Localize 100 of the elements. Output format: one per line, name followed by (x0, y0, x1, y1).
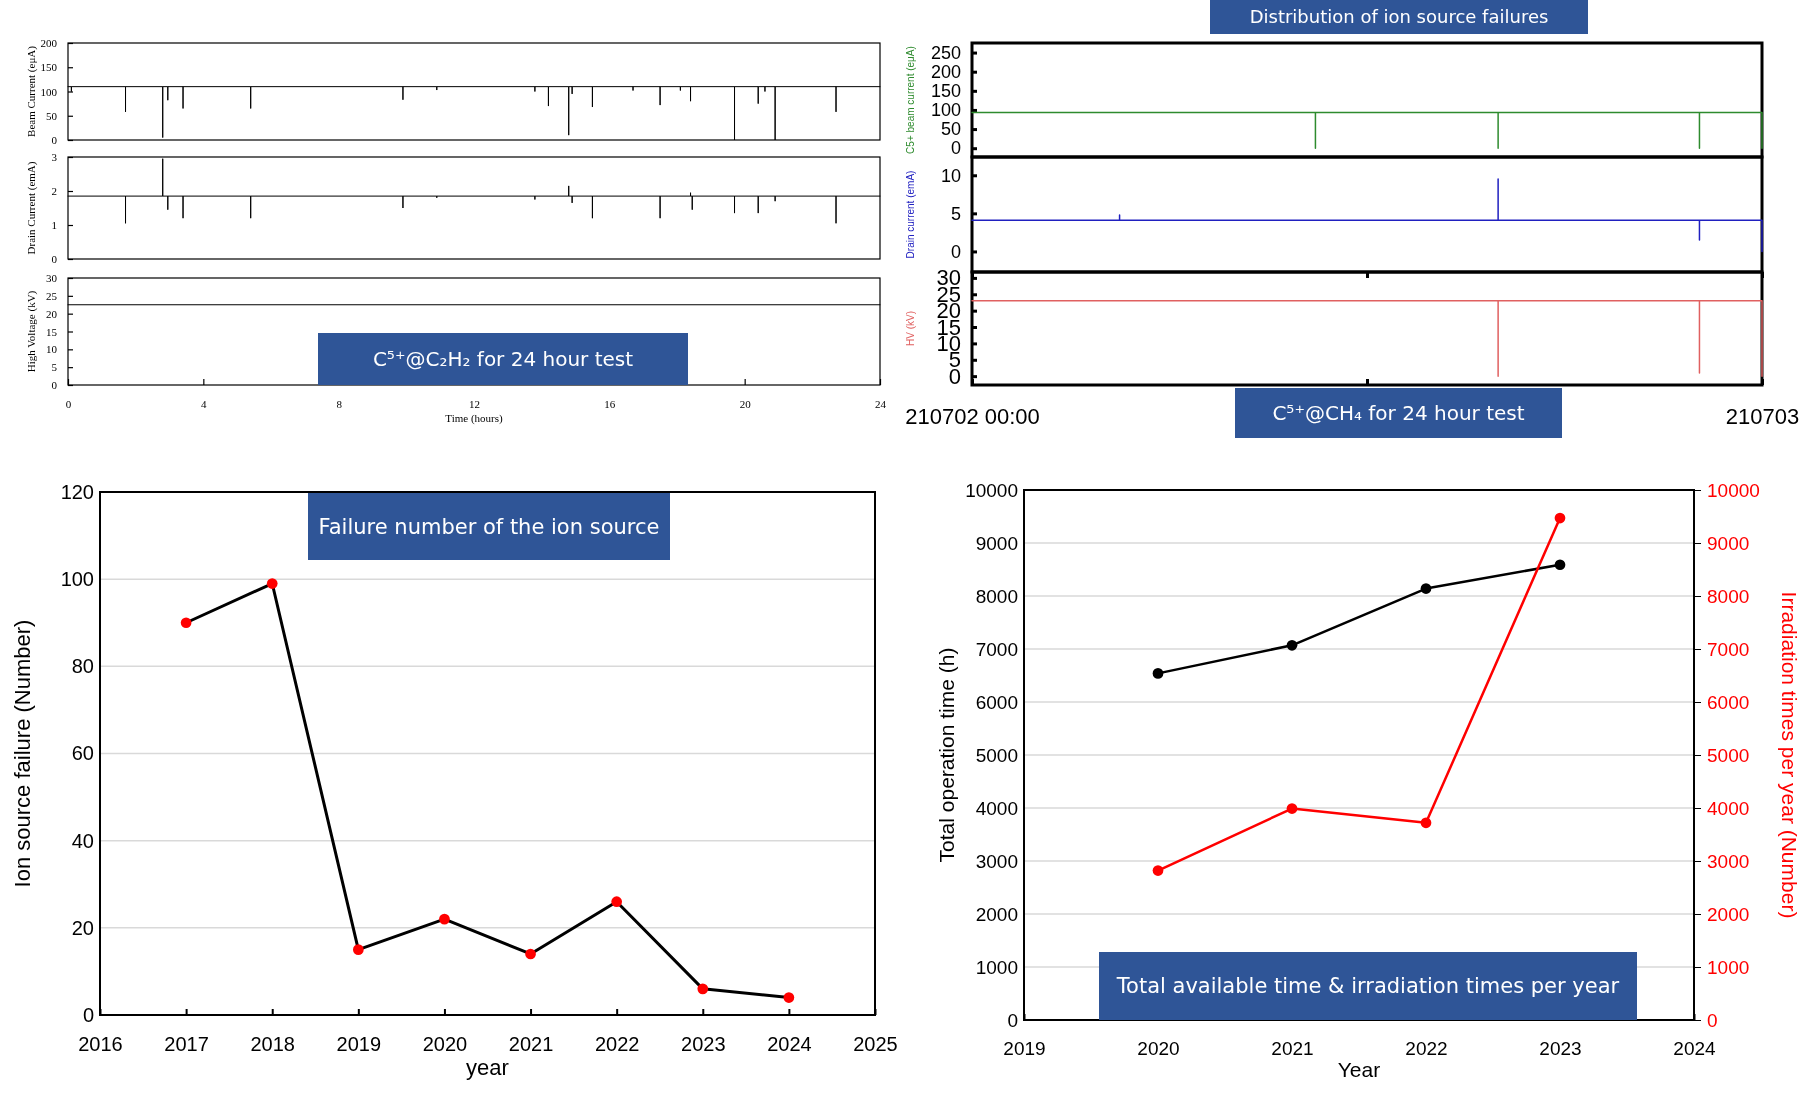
point (1420, 817, 1432, 829)
y-tick-label: 250 (930, 42, 961, 63)
y-axis-title: Drain Current (emA) (25, 161, 38, 255)
y-tick-label: 40 (71, 829, 94, 852)
annotation: C⁵⁺@C₂H₂ for 24 hour test (372, 347, 634, 371)
text: C⁵⁺@CH₄ for 24 hour test (1272, 401, 1525, 425)
point (352, 944, 364, 955)
x-axis-title: year (466, 1055, 509, 1080)
x-tick-label: 2016 (78, 1033, 123, 1055)
y2-tick-label: 5000 (1707, 744, 1750, 766)
y-tick-label: 0 (950, 241, 961, 262)
x-tick-label: 20 (739, 397, 752, 410)
y2-axis-title: Irradiation times per year (Number) (1778, 591, 1801, 919)
y-tick-label: 150 (930, 81, 961, 102)
x-tick-label: 2021 (1271, 1037, 1314, 1059)
y-tick-label: 15 (46, 325, 58, 338)
point (783, 992, 795, 1003)
y-tick-label: 0 (51, 253, 58, 266)
y-tick-label: 7000 (975, 638, 1018, 660)
y-tick-label: 1 (51, 219, 57, 232)
y-axis-title: Ion source failure (Number) (10, 619, 35, 888)
y-tick-label: 4000 (975, 797, 1018, 819)
y-tick-label: 5 (950, 203, 961, 224)
point (180, 617, 192, 629)
x-tick-label: 2020 (422, 1033, 468, 1055)
point (1152, 865, 1164, 876)
point (697, 983, 709, 995)
y2-tick-label: 4000 (1707, 797, 1750, 819)
y-axis-title: Beam Current (eμA) (25, 45, 38, 137)
point (1420, 583, 1432, 594)
x-tick-label: 2024 (1673, 1037, 1717, 1059)
x-tick-label: 2021 (508, 1033, 554, 1055)
y-tick-label: 0 (51, 134, 58, 147)
y2-tick-label: 6000 (1707, 691, 1750, 713)
point (1554, 512, 1566, 524)
y-tick-label: 200 (930, 61, 961, 82)
y-tick-label: 3 (51, 151, 58, 164)
y-tick-label: 100 (40, 85, 58, 98)
x-tick-label: 4 (201, 397, 208, 410)
point (1554, 559, 1566, 571)
y-axis-title: HV (kV) (905, 311, 916, 346)
y-tick-label: 3000 (975, 850, 1018, 872)
y2-tick-label: 10000 (1707, 479, 1760, 501)
y2-tick-label: 3000 (1707, 850, 1750, 872)
x-tick-label: 2020 (1137, 1037, 1180, 1059)
point (1286, 803, 1298, 814)
y2-tick-label: 9000 (1707, 532, 1750, 554)
chart-title: Distribution of ion source failures (1249, 6, 1549, 28)
y-tick-label: 0 (82, 1003, 94, 1026)
y-tick-label: 100 (60, 568, 94, 591)
y-tick-label: 100 (930, 100, 961, 121)
y-tick-label: 10 (46, 343, 58, 356)
y-tick-label: 0 (51, 379, 58, 392)
x-tick-label: 2019 (1003, 1037, 1046, 1059)
y-axis-title: C5+ beam current (eμA) (905, 46, 916, 154)
text: Failure number of the ion source (318, 514, 660, 539)
y-tick-label: 80 (71, 655, 94, 678)
y-axis-title: Total operation time (h) (935, 647, 958, 863)
y-tick-label: 5000 (975, 744, 1018, 766)
y-tick-label: 2 (51, 185, 57, 198)
y-tick-label: 150 (40, 61, 58, 74)
y2-tick-label: 8000 (1707, 585, 1750, 607)
point (1152, 668, 1164, 679)
y2-tick-label: 7000 (1707, 638, 1750, 660)
y-axis-title: High Voltage (kV) (25, 290, 38, 373)
x-tick-label: 2022 (594, 1033, 640, 1055)
point (266, 578, 278, 589)
y-tick-label: 20 (46, 307, 58, 320)
line-series (971, 178, 1763, 253)
y-tick-label: 8000 (975, 585, 1018, 607)
y-tick-label: 30 (46, 272, 58, 285)
y-tick-label: 200 (40, 37, 58, 50)
x-tick-label: 2024 (767, 1033, 812, 1055)
y-tick-label: 5 (51, 361, 58, 374)
x-tick-label: 24 (875, 397, 887, 410)
x-tick-label: 2023 (1539, 1037, 1582, 1059)
x-tick-label: 16 (604, 397, 616, 410)
y2-tick-label: 2000 (1707, 903, 1750, 925)
y-tick-label: 10000 (965, 479, 1018, 501)
x-tick-label: 2017 (164, 1033, 209, 1055)
x-tick-label: 2022 (1405, 1037, 1448, 1059)
point (1286, 639, 1298, 651)
x-tick-label: 2025 (853, 1033, 898, 1055)
y2-tick-label: 1000 (1707, 956, 1750, 978)
y-tick-label: 0 (1007, 1009, 1018, 1031)
x-tick-label: 12 (469, 397, 480, 410)
y-tick-label: 50 (46, 109, 58, 122)
x-tick-label: 2023 (681, 1033, 726, 1055)
y-tick-label: 25 (46, 289, 58, 302)
y-tick-label: 6000 (975, 691, 1018, 713)
text: Total available time & irradiation times per year (1115, 974, 1620, 999)
y-axis-title: Drain current (emA) (905, 170, 916, 259)
y-tick-label: 60 (71, 742, 94, 765)
point (611, 896, 623, 908)
x-tick-label: 210702 00:00 (905, 404, 1040, 429)
y-tick-label: 0 (950, 138, 961, 159)
y-tick-label: 120 (60, 480, 94, 503)
y-tick-label: 2000 (975, 903, 1018, 925)
y-tick-label: 20 (71, 916, 94, 939)
x-axis-title: Time (hours) (445, 411, 503, 425)
